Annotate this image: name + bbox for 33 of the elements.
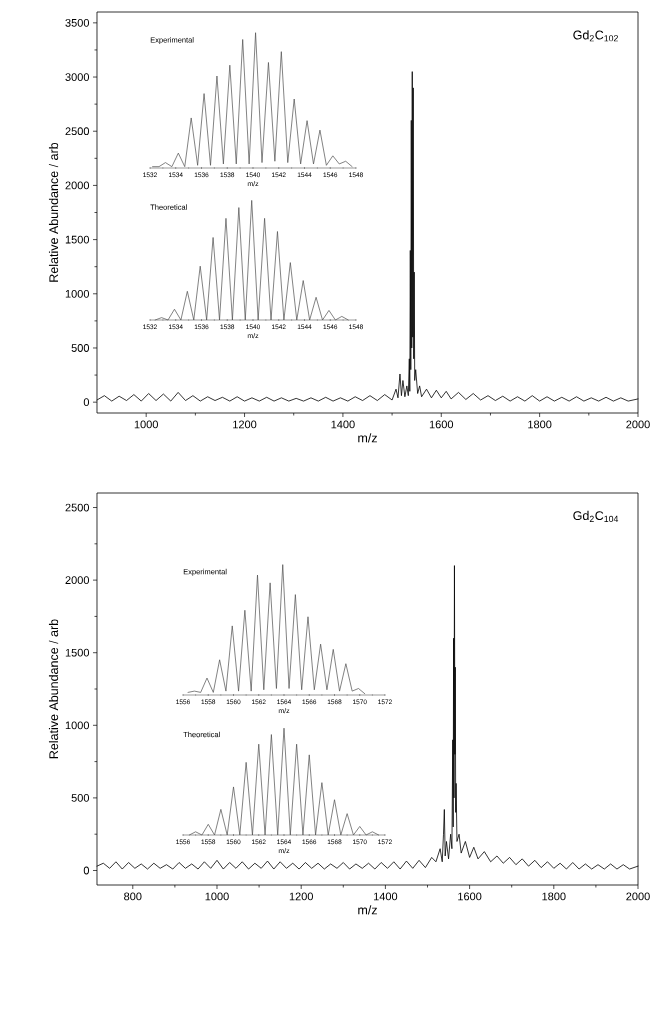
x-tick-label: 1000: [205, 892, 229, 901]
x-axis-title: m/z: [358, 433, 377, 443]
y-tick-label: 1500: [65, 235, 90, 244]
y-tick-label: 3500: [65, 18, 90, 27]
x-tick-label: 1600: [429, 420, 454, 429]
y-axis-title: Relative Abundance / arb: [48, 142, 59, 282]
x-tick-label: 1400: [331, 420, 355, 429]
x-tick-label: 1200: [289, 892, 313, 901]
x-tick-label: 1800: [542, 892, 566, 901]
x-axis-title: m/z: [358, 905, 377, 915]
x-tick-label: 1600: [458, 892, 482, 901]
y-tick-label: 1000: [65, 289, 90, 298]
y-tick-label: 0: [83, 398, 90, 407]
text: Gd$_{2}$C$_{102}$: [573, 30, 618, 42]
x-tick-label: 1400: [373, 892, 398, 901]
x-tick-label: 2000: [626, 892, 650, 901]
y-tick-label: 2000: [65, 181, 90, 190]
y-tick-label: 2500: [65, 503, 90, 512]
x-tick-label: 1800: [528, 420, 552, 429]
y-tick-label: 500: [71, 344, 90, 352]
y-tick-label: 2000: [65, 576, 90, 585]
text: Gd$_{2}$C$_{104}$: [573, 510, 619, 522]
y-tick-label: 0: [83, 866, 90, 875]
y-tick-label: 3000: [65, 73, 90, 81]
x-tick-label: 1200: [233, 420, 257, 429]
y-tick-label: 1000: [65, 721, 90, 730]
x-tick-label: 2000: [626, 420, 650, 429]
y-tick-label: 2500: [65, 127, 90, 136]
x-tick-label: 800: [124, 892, 142, 901]
x-tick-label: 1000: [134, 420, 158, 429]
y-tick-label: 1500: [65, 648, 90, 657]
y-tick-label: 500: [71, 794, 90, 802]
y-axis-title: Relative Abundance / arb: [48, 619, 59, 759]
